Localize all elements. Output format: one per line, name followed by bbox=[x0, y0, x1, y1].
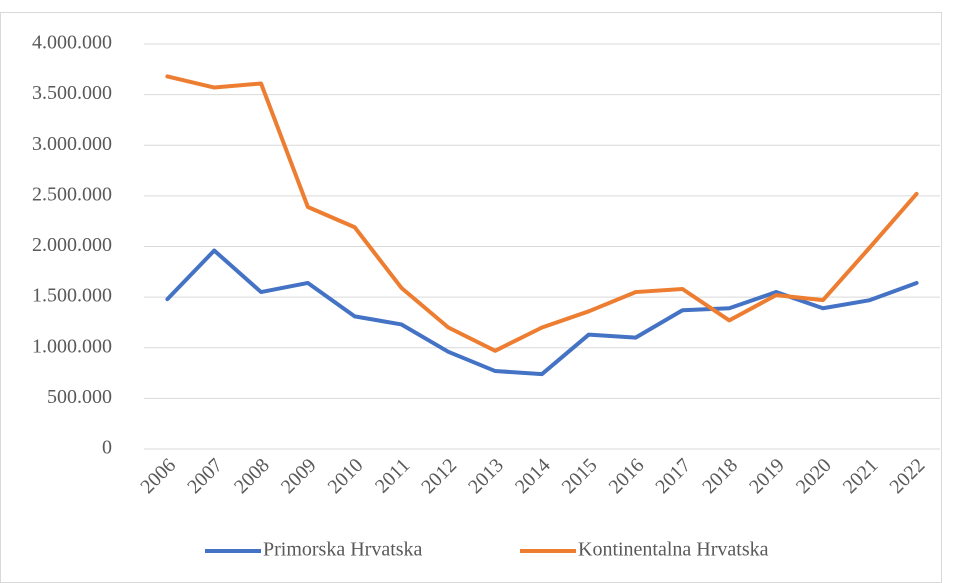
y-tick-label: 2.000.000 bbox=[32, 234, 112, 256]
y-tick-label: 1.500.000 bbox=[32, 285, 112, 307]
legend-label: Primorska Hrvatska bbox=[263, 539, 423, 561]
y-tick-label: 1.000.000 bbox=[32, 335, 112, 357]
line-series bbox=[165, 74, 919, 353]
y-tick-label: 3.000.000 bbox=[32, 133, 112, 155]
y-tick-label: 2.500.000 bbox=[32, 183, 112, 205]
y-tick-label: 3.500.000 bbox=[32, 82, 112, 104]
y-tick-label: 500.000 bbox=[47, 386, 112, 408]
y-tick-label: 4.000.000 bbox=[32, 32, 112, 54]
legend-label: Kontinentalna Hrvatska bbox=[578, 539, 769, 561]
y-tick-label: 0 bbox=[102, 437, 112, 459]
